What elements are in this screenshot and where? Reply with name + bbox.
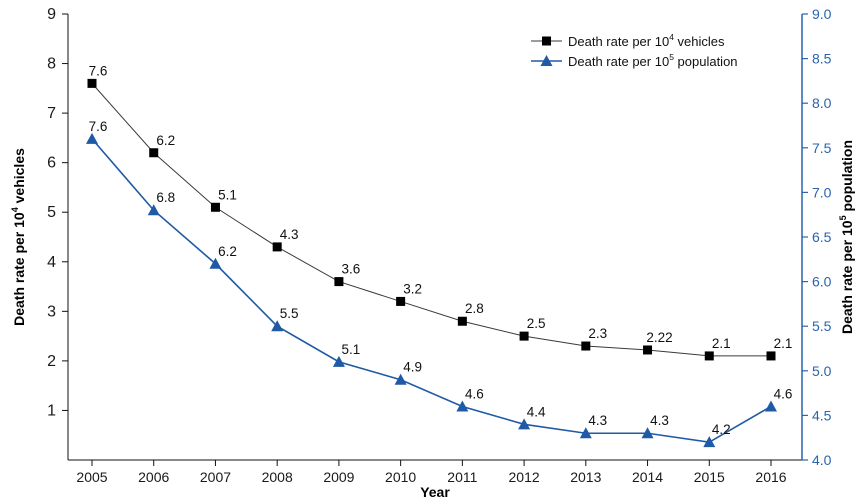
right-tick-label: 9.0 [812, 6, 832, 22]
vehicles-point [272, 242, 282, 252]
x-tick-label: 2007 [200, 469, 231, 485]
x-tick-label: 2012 [509, 469, 540, 485]
right-axis-title: Death rate per 105 population [838, 140, 855, 334]
vehicles-series-line [91, 83, 771, 357]
vehicles-data-label: 6.2 [156, 133, 175, 148]
population-data-label: 4.4 [527, 404, 546, 419]
population-data-label: 4.3 [650, 413, 669, 428]
x-tick-label: 2013 [570, 469, 601, 485]
x-tick-label: 2006 [138, 469, 169, 485]
x-tick-label: 2008 [262, 469, 293, 485]
vehicles-data-label: 2.5 [527, 316, 546, 331]
population-data-label: 5.5 [280, 306, 299, 321]
right-tick-label: 4.5 [812, 407, 832, 423]
legend-vehicles-label: Death rate per 104 vehicles [568, 32, 725, 49]
vehicles-point [704, 351, 714, 361]
left-axis-title: Death rate per 104 vehicles [10, 148, 27, 326]
vehicles-data-label: 2.22 [646, 330, 672, 345]
x-tick-label: 2009 [323, 469, 354, 485]
population-point [332, 355, 345, 367]
left-tick-label: 3 [47, 303, 56, 320]
x-tick-label: 2014 [632, 469, 663, 485]
vehicles-data-label: 3.6 [342, 262, 361, 277]
population-point [765, 400, 777, 412]
right-tick-label: 6.0 [812, 274, 832, 290]
right-tick-label: 6.5 [812, 229, 832, 245]
vehicles-point [519, 331, 529, 341]
vehicles-point [581, 341, 591, 351]
vehicles-point [643, 345, 653, 355]
population-point [147, 204, 160, 216]
population-data-label: 4.9 [403, 360, 422, 375]
population-data-label: 6.8 [156, 190, 175, 205]
left-tick-label: 8 [47, 56, 56, 73]
population-point [271, 320, 284, 332]
population-data-label: 5.1 [342, 342, 361, 357]
x-tick-label: 2005 [76, 469, 107, 485]
right-tick-label: 8.0 [812, 95, 832, 111]
x-tick-label: 2016 [755, 469, 786, 485]
population-point [518, 418, 531, 430]
vehicles-point [334, 277, 344, 287]
population-point [641, 427, 654, 439]
population-data-label: 4.6 [465, 386, 484, 401]
population-data-label: 6.2 [218, 244, 237, 259]
x-tick-label: 2011 [447, 469, 477, 485]
population-point [209, 257, 222, 269]
vehicles-data-label: 7.6 [89, 63, 108, 78]
right-tick-label: 7.0 [812, 184, 832, 200]
left-tick-label: 9 [47, 6, 56, 23]
vehicles-point [457, 316, 467, 326]
left-tick-label: 5 [47, 204, 56, 221]
vehicles-point [766, 351, 776, 361]
population-data-label: 4.2 [712, 422, 731, 437]
right-tick-label: 7.5 [812, 140, 832, 156]
right-tick-label: 5.5 [812, 318, 832, 334]
population-data-label: 4.6 [774, 386, 793, 401]
legend-vehicles-marker [542, 36, 551, 46]
vehicles-point [396, 296, 406, 306]
population-series-line [91, 138, 772, 443]
population-data-label: 7.6 [89, 119, 108, 134]
x-tick-label: 2010 [385, 469, 416, 485]
x-tick-label: 2015 [694, 469, 725, 485]
population-data-label: 4.3 [588, 413, 607, 428]
population-point [86, 132, 98, 144]
left-tick-label: 6 [47, 155, 56, 172]
x-axis-title: Year [420, 484, 450, 500]
vehicles-point [210, 202, 220, 212]
vehicles-data-label: 2.1 [712, 336, 731, 351]
population-point [579, 427, 592, 439]
right-tick-label: 4.0 [812, 452, 832, 468]
vehicles-data-label: 3.2 [403, 281, 422, 296]
left-tick-label: 7 [47, 105, 56, 122]
right-tick-label: 8.5 [812, 51, 832, 67]
left-tick-label: 1 [47, 402, 56, 419]
population-point [703, 436, 716, 448]
vehicles-data-label: 2.8 [465, 301, 484, 316]
vehicles-point [149, 148, 159, 158]
left-tick-label: 2 [47, 353, 56, 370]
population-point [394, 373, 407, 385]
vehicles-data-label: 2.3 [588, 326, 607, 341]
vehicles-data-label: 5.1 [218, 187, 237, 202]
legend-population-label: Death rate per 105 population [568, 52, 738, 69]
legend-population-marker [540, 55, 553, 66]
vehicles-data-label: 2.1 [774, 336, 793, 351]
vehicles-point [87, 78, 97, 88]
population-point [456, 400, 469, 412]
vehicles-data-label: 4.3 [280, 227, 299, 242]
right-tick-label: 5.0 [812, 363, 832, 379]
left-tick-label: 4 [47, 254, 56, 271]
